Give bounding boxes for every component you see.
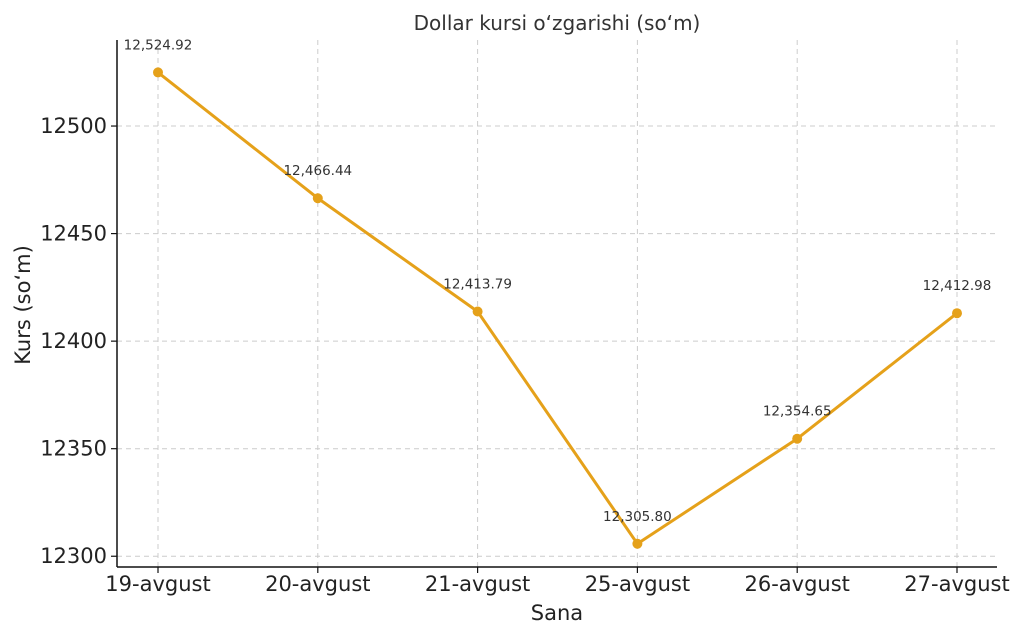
x-tick-label-3: 25-avgust (585, 572, 690, 596)
data-point-0 (153, 67, 163, 78)
data-point-1 (312, 193, 323, 204)
y-tick-label-4: 12500 (40, 114, 107, 138)
series (153, 67, 962, 549)
data-point-4 (792, 433, 803, 444)
data-point-2 (472, 306, 483, 317)
data-label-0: 12,524.92 (124, 37, 193, 53)
y-tick-label-3: 12450 (40, 222, 107, 246)
x-tick-label-2: 21-avgust (425, 572, 530, 596)
chart-title: Dollar kursi o‘zgarishi (so‘m) (414, 11, 701, 35)
y-tick-label-0: 12300 (40, 544, 107, 568)
x-axis-label: Sana (531, 601, 583, 625)
grid (117, 40, 997, 567)
data-label-2: 12,413.79 (443, 276, 512, 292)
data-point-3 (632, 538, 643, 549)
x-tick-label-5: 27-avgust (904, 572, 1009, 596)
data-point-5 (952, 308, 962, 319)
y-tick-label-2: 12400 (40, 329, 107, 353)
x-tick-label-4: 26-avgust (744, 572, 849, 596)
data-label-3: 12,305.80 (603, 509, 672, 525)
x-tick-label-0: 19-avgust (105, 572, 210, 596)
x-tick-labels: 19-avgust 20-avgust 21-avgust 25-avgust 26-a… (105, 572, 1009, 596)
data-label-5: 12,412.98 (923, 278, 992, 294)
data-label-4: 12,354.65 (763, 404, 832, 420)
y-axis-label: Kurs (so‘m) (11, 245, 35, 365)
data-label-1: 12,466.44 (283, 163, 352, 179)
y-tick-labels: 12300 12350 12400 12450 12500 (40, 114, 107, 568)
series-line (157, 71, 958, 546)
y-tick-label-1: 12350 (40, 437, 107, 461)
axes (111, 40, 997, 573)
data-labels: 12,524.92 12,466.44 12,413.79 12,305.80 12,3… (124, 37, 992, 524)
x-tick-label-1: 20-avgust (265, 572, 370, 596)
